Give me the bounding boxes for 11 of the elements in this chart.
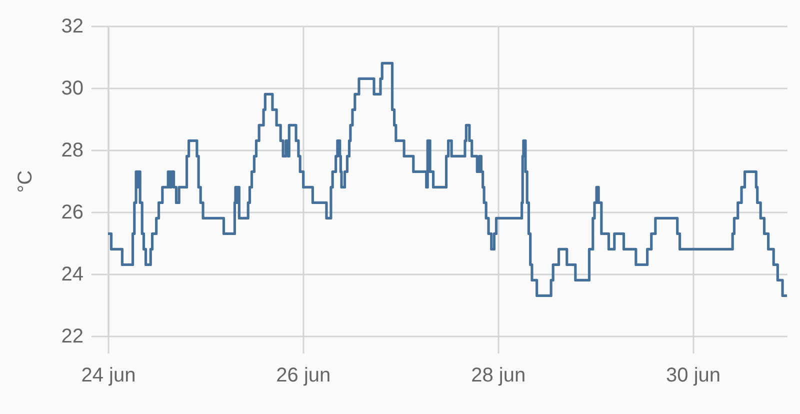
y-tick-label: 26 [61,202,84,224]
x-tick-label: 26 jun [276,364,331,386]
x-tick-label: 30 jun [666,364,721,386]
x-tick-label: 28 jun [471,364,526,386]
y-tick-label: 28 [61,140,84,162]
y-tick-label: 32 [61,16,84,38]
y-tick-label: 24 [61,264,84,286]
y-tick-label: 22 [61,326,84,348]
y-axis-title: °C [14,170,36,193]
x-tick-label: 24 jun [81,364,136,386]
y-tick-label: 30 [61,78,84,100]
